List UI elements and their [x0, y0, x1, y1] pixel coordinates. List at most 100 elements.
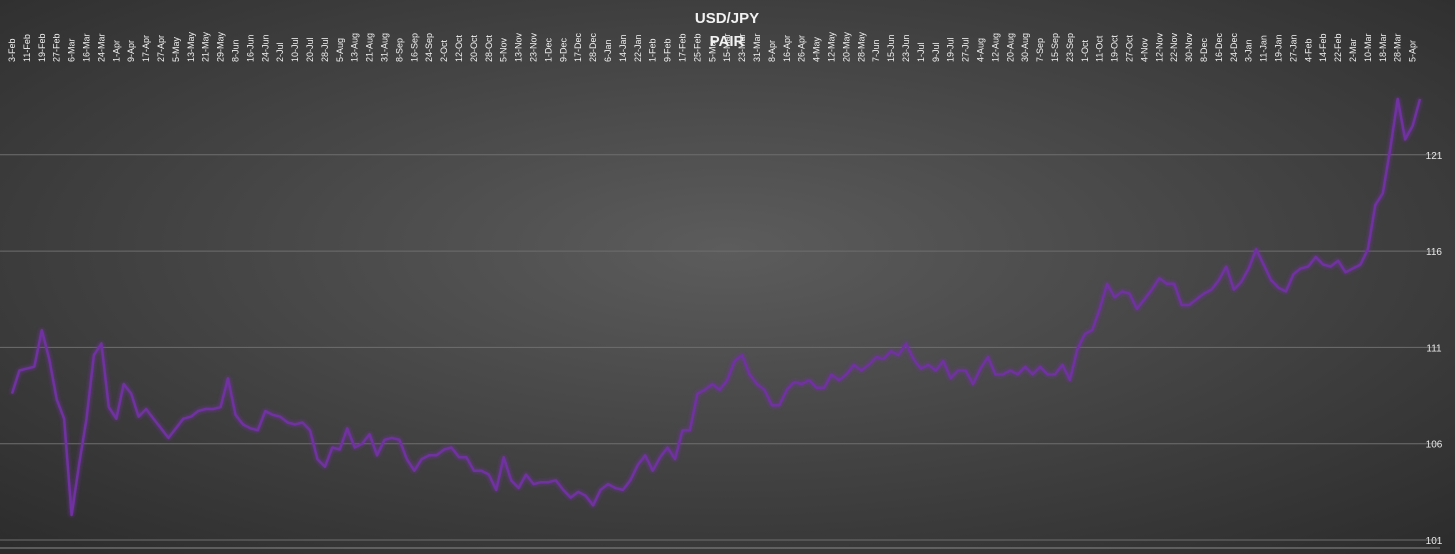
x-tick-label: 28-Dec	[588, 32, 598, 62]
x-tick-label: 18-Mar	[1378, 33, 1388, 62]
x-tick-label: 17-Apr	[141, 35, 151, 62]
x-tick-label: 5-Mar	[707, 38, 717, 62]
x-tick-label: 13-Nov	[514, 32, 524, 62]
x-tick-label: 24-Mar	[96, 33, 106, 62]
x-tick-label: 24-Jun	[260, 34, 270, 62]
x-tick-label: 4-Aug	[975, 38, 985, 62]
x-tick-label: 8-Sep	[394, 38, 404, 62]
x-tick-label: 6-Mar	[67, 38, 77, 62]
x-tick-label: 12-Nov	[1154, 32, 1164, 62]
x-tick-label: 8-Jun	[230, 39, 240, 62]
chart-title: USD/JPY	[695, 10, 759, 27]
x-tick-label: 20-Oct	[469, 34, 479, 62]
x-tick-label: 28-Jul	[320, 37, 330, 62]
x-tick-label: 19-Feb	[37, 33, 47, 62]
x-tick-label: 8-Apr	[767, 40, 777, 62]
chart-subtitle: PAIR	[710, 33, 745, 50]
x-tick-label: 27-Apr	[156, 35, 166, 62]
x-tick-label: 21-Aug	[365, 33, 375, 62]
x-tick-label: 1-Oct	[1080, 39, 1090, 62]
x-tick-label: 19-Jul	[946, 37, 956, 62]
x-tick-label: 20-Jul	[305, 37, 315, 62]
x-tick-label: 28-Oct	[484, 34, 494, 62]
x-tick-label: 20-Aug	[1005, 33, 1015, 62]
x-tick-label: 1-Jul	[916, 42, 926, 62]
x-tick-label: 9-Jul	[931, 42, 941, 62]
x-tick-label: 25-Feb	[692, 33, 702, 62]
x-tick-label: 27-Oct	[1124, 34, 1134, 62]
x-tick-label: 28-May	[856, 31, 866, 62]
x-tick-label: 27-Jan	[1288, 34, 1298, 62]
x-tick-label: 15-Jun	[886, 34, 896, 62]
y-tick-label: 111	[1426, 343, 1442, 354]
x-tick-label: 28-Mar	[1393, 33, 1403, 62]
x-tick-label: 22-Jan	[633, 34, 643, 62]
x-tick-label: 31-Aug	[379, 33, 389, 62]
x-tick-label: 3-Feb	[7, 38, 17, 62]
y-tick-label: 116	[1426, 247, 1442, 258]
x-tick-label: 14-Jan	[618, 34, 628, 62]
x-tick-label: 10-Mar	[1363, 33, 1373, 62]
x-tick-label: 10-Jul	[290, 37, 300, 62]
x-tick-label: 23-Jun	[901, 34, 911, 62]
x-tick-label: 11-Jan	[1259, 35, 1269, 62]
x-tick-label: 21-May	[201, 31, 211, 62]
x-tick-label: 17-Feb	[677, 33, 687, 62]
x-tick-label: 5-May	[171, 36, 181, 62]
x-tick-label: 14-Feb	[1318, 33, 1328, 62]
x-tick-label: 23-Sep	[1065, 33, 1075, 62]
x-tick-label: 16-Jun	[245, 34, 255, 62]
x-tick-label: 9-Feb	[663, 38, 673, 62]
x-tick-label: 23-Mar	[737, 33, 747, 62]
x-tick-label: 23-Nov	[528, 32, 538, 62]
x-tick-label: 24-Dec	[1229, 32, 1239, 62]
x-tick-label: 7-Jun	[871, 39, 881, 62]
x-tick-label: 2-Jul	[275, 42, 285, 62]
x-tick-label: 3-Jan	[1244, 39, 1254, 62]
x-tick-label: 22-Feb	[1333, 33, 1343, 62]
x-tick-label: 16-Apr	[782, 35, 792, 62]
x-tick-label: 24-Sep	[424, 33, 434, 62]
x-tick-label: 17-Dec	[573, 32, 583, 62]
x-tick-label: 1-Feb	[648, 38, 658, 62]
x-tick-label: 5-Apr	[1408, 40, 1418, 62]
x-tick-label: 4-Feb	[1303, 38, 1313, 62]
x-tick-label: 2-Oct	[439, 39, 449, 62]
x-tick-label: 30-Nov	[1184, 32, 1194, 62]
x-tick-label: 1-Dec	[543, 37, 553, 62]
y-tick-label: 121	[1426, 151, 1443, 162]
x-tick-label: 8-Dec	[1199, 37, 1209, 62]
x-tick-label: 13-Aug	[350, 33, 360, 62]
x-tick-label: 1-Apr	[111, 40, 121, 62]
x-tick-label: 16-Dec	[1214, 32, 1224, 62]
x-tick-label: 16-Sep	[409, 33, 419, 62]
x-tick-label: 9-Dec	[558, 37, 568, 62]
x-tick-label: 15-Sep	[1050, 33, 1060, 62]
y-tick-label: 101	[1426, 536, 1443, 547]
x-tick-label: 31-Mar	[752, 33, 762, 62]
x-tick-label: 12-Aug	[990, 33, 1000, 62]
x-tick-label: 20-May	[841, 31, 851, 62]
x-tick-label: 11-Oct	[1095, 35, 1105, 62]
x-tick-label: 4-Nov	[1139, 37, 1149, 62]
x-tick-label: 29-May	[216, 31, 226, 62]
x-tick-label: 19-Jan	[1273, 34, 1283, 62]
x-tick-label: 12-May	[826, 31, 836, 62]
line-series	[10, 97, 1422, 517]
x-tick-label: 27-Feb	[52, 33, 62, 62]
x-tick-label: 5-Nov	[499, 37, 509, 62]
x-tick-label: 6-Jan	[603, 39, 613, 62]
x-tick-label: 12-Oct	[454, 34, 464, 62]
y-tick-label: 106	[1426, 440, 1443, 451]
x-tick-label: 26-Apr	[797, 35, 807, 62]
x-tick-label: 5-Aug	[335, 38, 345, 62]
x-tick-label: 19-Oct	[1110, 34, 1120, 62]
x-tick-label: 22-Nov	[1169, 32, 1179, 62]
x-tick-label: 11-Feb	[22, 34, 32, 62]
x-tick-label: 27-Jul	[961, 37, 971, 62]
x-tick-label: 2-Mar	[1348, 38, 1358, 62]
x-tick-label: 4-May	[812, 36, 822, 62]
x-tick-label: 9-Apr	[126, 40, 136, 62]
